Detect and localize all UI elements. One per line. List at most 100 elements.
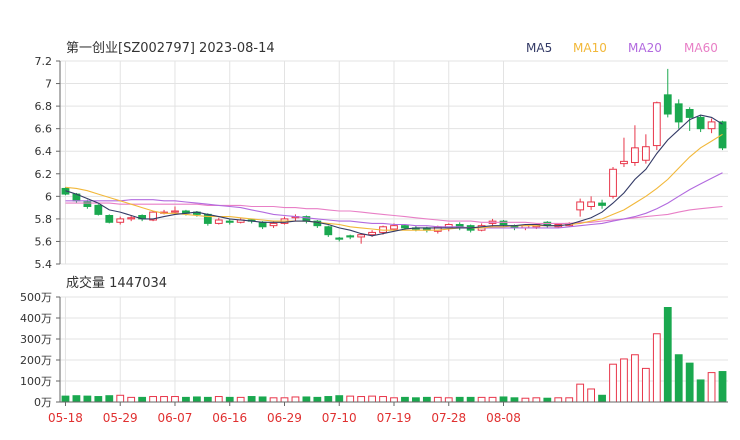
candle-body-up — [641, 146, 650, 161]
volume-bar-up — [433, 396, 442, 403]
volume-bar-down — [455, 396, 464, 403]
candle-body-down — [105, 215, 114, 223]
candlesticks — [61, 68, 727, 244]
volume-bar-up — [521, 397, 530, 403]
candle — [631, 125, 639, 166]
volume-bar-down — [696, 379, 705, 403]
candle-body-up — [368, 231, 376, 236]
legend: MA5 MA10 MA20 MA60 — [526, 41, 718, 55]
volume-bar-down — [138, 396, 147, 403]
volume-bar-up — [652, 333, 661, 403]
volume-bar-up — [127, 396, 136, 403]
moving-average-lines — [65, 114, 723, 237]
candle — [302, 215, 311, 224]
volume-bar-down — [422, 396, 431, 403]
ma5-line — [65, 114, 723, 237]
candle-body-down — [324, 226, 333, 236]
volume-tick-label: 100万 — [20, 375, 52, 388]
volume-bar-down — [72, 395, 81, 403]
candle-body-up — [652, 102, 661, 147]
candle-body-up — [269, 222, 278, 227]
candle — [105, 214, 114, 224]
candle-body-up — [587, 201, 596, 207]
volume-bar-up — [357, 396, 366, 403]
volume-bar-down — [674, 354, 683, 403]
x-tick-label: 06-16 — [212, 411, 247, 425]
volume-tick-label: 400万 — [20, 312, 52, 325]
volume-bar-up — [587, 388, 596, 403]
legend-ma60: MA60 — [684, 41, 718, 55]
volume-bar-up — [149, 396, 157, 403]
volume-bar-down — [335, 395, 344, 403]
price-tick-label: 5.8 — [35, 213, 53, 226]
volume-bar-down — [718, 371, 727, 403]
candle-body-down — [598, 202, 606, 206]
volume-bar-up — [488, 396, 497, 403]
candle — [116, 216, 125, 225]
candle-body-down — [335, 237, 344, 240]
volume-bar-up — [641, 367, 650, 403]
volume-bar-up — [379, 396, 387, 403]
price-tick-label: 7 — [45, 78, 52, 91]
price-tick-label: 5.6 — [35, 235, 53, 248]
volume-bar-up — [346, 395, 355, 403]
candle — [324, 225, 333, 237]
candle — [214, 217, 223, 225]
candle-body-up — [357, 234, 366, 238]
volume-bar-up — [116, 394, 125, 403]
candle-body-down — [225, 220, 234, 223]
volume-bar-up — [291, 396, 300, 403]
candle-body-down — [346, 235, 355, 238]
chart-title: 第一创业[SZ002797] 2023-08-14 — [66, 41, 275, 56]
candle — [291, 214, 300, 222]
candle — [543, 221, 552, 228]
volume-bar-down — [105, 395, 114, 403]
price-tick-label: 6 — [45, 190, 52, 203]
candle-body-up — [390, 225, 398, 230]
candle — [576, 198, 585, 217]
candle-body-down — [696, 116, 705, 130]
legend-ma10: MA10 — [573, 41, 607, 55]
ma20-line — [65, 172, 723, 229]
candle-body-up — [171, 210, 179, 213]
candle — [346, 234, 355, 240]
candle — [357, 233, 366, 244]
candle — [466, 224, 475, 233]
volume-bar-up — [565, 397, 574, 403]
volume-bar-up — [576, 383, 585, 403]
candle — [652, 101, 661, 151]
volume-bar-up — [554, 397, 563, 403]
volume-bar-down — [466, 396, 475, 403]
candle-body-up — [631, 147, 639, 163]
candle-body-down — [83, 201, 92, 207]
ma10-line — [65, 133, 723, 231]
candle-body-up — [214, 219, 223, 224]
volume-tick-label: 500万 — [20, 291, 52, 304]
volume-bar-down — [182, 396, 190, 403]
volume-bar-down — [94, 396, 103, 403]
volume-bar-up — [620, 358, 628, 403]
candle-body-down — [674, 103, 683, 123]
candle — [313, 220, 322, 228]
candle-body-up — [620, 160, 628, 165]
candle — [620, 137, 628, 168]
volume-bar-up — [160, 396, 168, 403]
volume-bar-up — [280, 397, 289, 403]
candle — [94, 204, 103, 216]
x-tick-label: 07-28 — [431, 411, 466, 425]
volume-bar-down — [663, 307, 672, 403]
x-tick-label: 06-07 — [158, 411, 193, 425]
candle-body-up — [576, 201, 585, 211]
price-tick-label: 6.4 — [35, 145, 53, 158]
volume-bar-up — [631, 354, 639, 403]
candle — [663, 68, 672, 118]
volume-bar-down — [192, 396, 201, 403]
x-tick-label: 06-29 — [267, 411, 302, 425]
candle — [674, 99, 683, 129]
legend-ma20: MA20 — [628, 41, 662, 55]
volume-bar-down — [258, 396, 267, 403]
volume-bar-up — [269, 397, 278, 403]
candle-body-up — [707, 121, 716, 130]
volume-bar-up — [390, 397, 398, 403]
